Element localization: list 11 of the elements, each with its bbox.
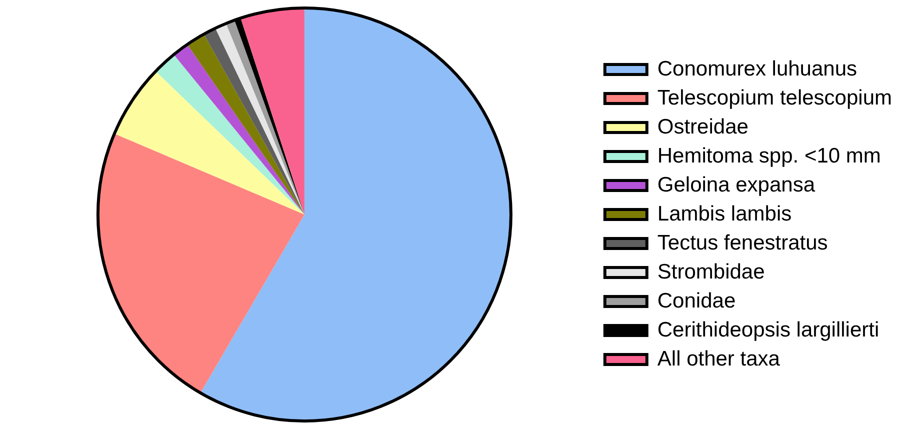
- legend-label: Strombidae: [657, 260, 765, 284]
- legend-label: Conidae: [657, 289, 736, 312]
- legend-label: Lambis lambis: [657, 202, 792, 226]
- legend-label: All other taxa: [657, 347, 780, 370]
- legend-label: Cerithideopsis largillierti: [657, 318, 880, 342]
- legend-label: Conomurex luhuanus: [657, 57, 858, 80]
- legend-label: Hemitoma spp. <10 mm: [657, 144, 881, 168]
- legend-label: Telescopium telescopium: [657, 86, 892, 110]
- legend-label: Geloina expansa: [657, 173, 816, 196]
- legend-label: Ostreidae: [657, 115, 748, 138]
- legend-label: Tectus fenestratus: [657, 231, 828, 254]
